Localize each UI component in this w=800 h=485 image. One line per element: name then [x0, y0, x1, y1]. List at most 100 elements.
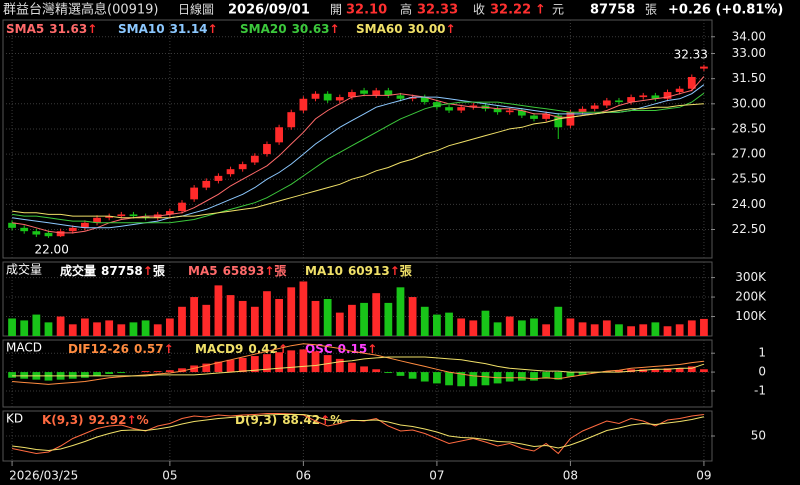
volume-bar: [517, 320, 526, 336]
open-label: 開: [330, 3, 342, 17]
candle-body: [566, 112, 575, 126]
candle-body: [651, 95, 660, 99]
osc-bar: [238, 357, 247, 373]
panel-title: KD: [6, 412, 23, 426]
legend-unit: %: [137, 413, 149, 427]
osc-bar: [554, 372, 563, 380]
panel-title: 成交量: [6, 262, 42, 277]
candle-body: [68, 227, 77, 232]
osc-bar: [408, 372, 417, 379]
y-tick-label: 22.50: [732, 222, 766, 236]
volume-unit: 張: [645, 3, 657, 17]
osc-bar: [250, 356, 259, 373]
legend-value: 60913: [348, 264, 390, 278]
osc-bar: [299, 349, 308, 373]
candle-body: [190, 187, 199, 200]
volume-bar: [384, 302, 393, 336]
volume-bar: [68, 324, 77, 336]
osc-bar: [202, 363, 211, 373]
volume-bar: [323, 299, 332, 336]
legend-value: 30.00: [408, 22, 446, 36]
legend-entry: DIF12-26 0.57↑: [68, 342, 174, 356]
volume-bar: [566, 318, 575, 336]
panel-title: MACD: [6, 341, 42, 355]
osc-bar: [384, 372, 393, 374]
osc-bar: [165, 370, 174, 373]
legend-name: 成交量: [60, 263, 96, 278]
volume-bar: [250, 306, 259, 336]
candle-body: [457, 107, 466, 111]
high-label: 高: [400, 2, 412, 17]
legend-name: MA10: [305, 264, 343, 278]
volume-bar: [153, 324, 162, 336]
legend-arrow: ↑: [330, 22, 340, 36]
candle-body: [384, 90, 393, 96]
y-tick-label: 25.50: [732, 172, 766, 186]
legend-arrow: ↑: [264, 264, 274, 278]
osc-bar: [178, 368, 186, 373]
candle-body: [129, 214, 138, 217]
y-tick-label: 31.50: [732, 71, 766, 85]
candle-body: [165, 211, 174, 215]
osc-bar: [117, 372, 126, 374]
candle-body: [433, 102, 441, 108]
legend-value: 92.92: [89, 413, 127, 427]
candle-body: [250, 155, 259, 163]
candle-body: [81, 222, 89, 228]
series-line: [12, 356, 705, 377]
volume-bar: [141, 320, 150, 336]
x-tick-label: 05: [162, 469, 177, 483]
y-tick-label: 27.00: [732, 147, 766, 161]
volume-bar: [81, 318, 89, 336]
legend-arrow: ↑: [390, 264, 400, 278]
osc-bar: [214, 361, 223, 373]
legend-entry: SMA60 30.00↑: [356, 22, 456, 36]
volume-bar: [348, 304, 356, 336]
volume-bar: [420, 306, 429, 336]
volume-bar: [433, 314, 441, 336]
volume-bar: [615, 324, 623, 336]
legend-name: SMA60: [356, 22, 403, 36]
volume-bar: [165, 318, 174, 336]
x-tick-label: 08: [563, 469, 578, 483]
volume-bar: [530, 318, 538, 336]
candle-body: [396, 95, 405, 99]
volume-bar: [275, 299, 283, 336]
close-value: 32.22: [490, 3, 531, 18]
volume-bar: [226, 295, 235, 336]
y-tick-label: 30.00: [732, 96, 766, 110]
osc-bar: [226, 359, 235, 373]
legend-arrow: ↑: [367, 342, 377, 356]
legend-value: 31.63: [49, 22, 87, 36]
volume-bar: [651, 322, 660, 336]
legend-arrow: ↑: [127, 413, 137, 427]
legend-arrow: ↑: [143, 264, 153, 278]
candle-body: [105, 216, 114, 218]
candle-body: [141, 216, 150, 218]
osc-bar: [372, 369, 381, 373]
volume-bar: [408, 297, 417, 336]
osc-bar: [445, 372, 453, 386]
volume-bar: [372, 293, 381, 336]
osc-bar: [675, 368, 684, 373]
legend-entry: K(9,3) 92.92↑%: [42, 413, 149, 427]
x-tick-label: 09: [696, 469, 711, 483]
panel-frame: [2, 339, 713, 408]
candle-body: [93, 217, 101, 223]
osc-bar: [105, 372, 114, 374]
legend-entry: SMA10 31.14↑: [118, 22, 218, 36]
candle-body: [214, 175, 223, 181]
legend-arrow: ↑: [208, 22, 218, 36]
osc-bar: [141, 371, 150, 373]
candle-body: [311, 93, 320, 99]
candle-body: [323, 93, 332, 101]
candle-body: [602, 100, 611, 106]
stock-name: 群益台灣精選高息(00919): [3, 2, 159, 18]
legend-unit: 張: [274, 264, 287, 278]
volume-bar: [287, 287, 296, 336]
legend-name: SMA20: [240, 22, 287, 36]
volume-bar: [590, 324, 599, 336]
volume-bar: [263, 291, 271, 336]
